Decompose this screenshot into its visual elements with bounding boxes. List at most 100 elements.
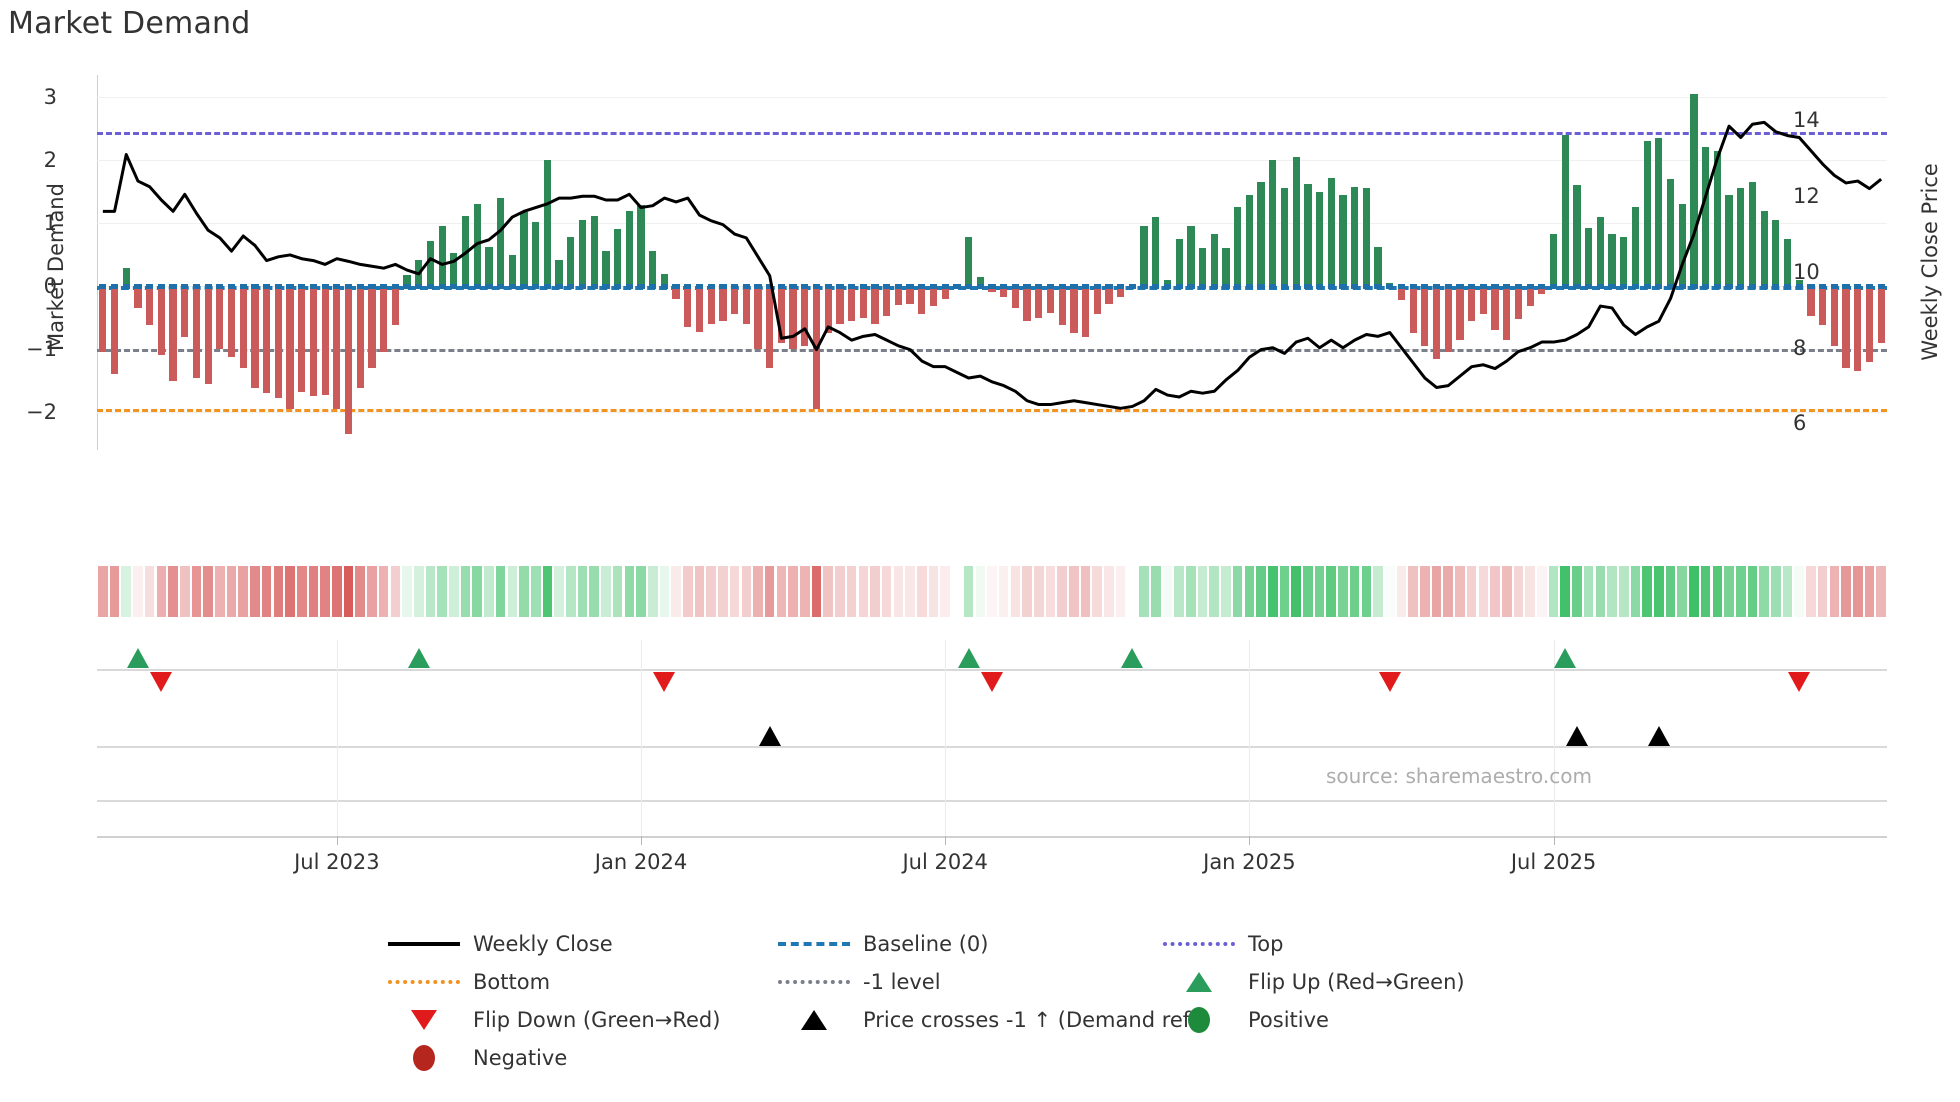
heat-cell — [1771, 566, 1781, 617]
demand-bar — [1748, 182, 1757, 287]
heat-cell — [402, 566, 412, 617]
legend-item-weekly-close[interactable]: Weekly Close — [385, 925, 613, 963]
demand-bar — [321, 286, 329, 395]
demand-bar — [847, 286, 856, 321]
demand-bar — [1432, 286, 1441, 359]
baseline-cap — [1374, 284, 1382, 290]
legend-item-negative[interactable]: Negative — [385, 1039, 567, 1077]
demand-bar — [1152, 216, 1160, 287]
baseline-cap — [988, 284, 996, 290]
flip-down-marker — [150, 672, 173, 692]
heat-cell — [1303, 566, 1313, 617]
baseline-cap — [1421, 284, 1429, 290]
legend-item-baseline[interactable]: Baseline (0) — [775, 925, 988, 963]
legend-item-minus-one-level[interactable]: -1 level — [775, 963, 941, 1001]
baseline-cap — [321, 284, 329, 290]
heat-cell — [179, 566, 190, 617]
source-note: source: sharemaestro.com — [1326, 764, 1592, 788]
demand-bar — [1374, 247, 1382, 287]
legend-label: Flip Up (Red→Green) — [1248, 970, 1465, 994]
baseline-cap — [1315, 284, 1324, 290]
demand-bar — [1315, 191, 1324, 287]
baseline-cap — [438, 284, 446, 290]
panel-vgrid — [1249, 700, 1251, 760]
heat-cell — [1139, 566, 1149, 617]
x-tick-label: Jan 2025 — [1203, 850, 1296, 874]
legend-label: Baseline (0) — [863, 932, 989, 956]
demand-bar — [777, 286, 786, 343]
baseline-cap — [789, 284, 797, 290]
demand-bar — [1772, 219, 1780, 287]
heat-cell — [98, 566, 108, 617]
heat-cell — [1162, 566, 1173, 617]
baseline-cap — [1643, 284, 1651, 290]
heat-cell — [1127, 566, 1138, 617]
heat-cell — [460, 566, 471, 617]
heat-cell — [928, 566, 939, 617]
heat-cell — [998, 566, 1009, 617]
demand-bar — [333, 286, 341, 410]
baseline-cap — [520, 284, 528, 290]
heat-cell — [1665, 566, 1676, 617]
heat-cell — [238, 566, 249, 617]
panel-vgrid — [641, 760, 643, 840]
baseline-cap — [1538, 284, 1546, 290]
baseline-cap — [801, 284, 809, 290]
demand-bar — [871, 286, 879, 324]
baseline-cap — [1491, 284, 1499, 290]
heat-cell — [554, 566, 564, 617]
heat-cell — [390, 566, 401, 617]
baseline-cap — [964, 284, 973, 290]
baseline-cap — [613, 284, 622, 290]
baseline-cap — [309, 284, 318, 290]
legend-item-flip-up[interactable]: Flip Up (Red→Green) — [1160, 963, 1465, 1001]
demand-bar — [1175, 238, 1183, 287]
legend-label: Price crosses -1 ↑ (Demand ref) — [863, 1008, 1199, 1032]
legend-item-flip-down[interactable]: Flip Down (Green→Red) — [385, 1001, 720, 1039]
baseline-cap — [1304, 284, 1312, 290]
demand-bar — [672, 286, 680, 299]
heat-cell — [905, 566, 915, 617]
baseline-cap — [1070, 284, 1078, 290]
legend-item-bottom[interactable]: Bottom — [385, 963, 550, 1001]
demand-bar — [1093, 286, 1101, 315]
baseline-cap — [777, 284, 786, 290]
baseline-cap — [707, 284, 715, 290]
panel-vgrid — [1249, 640, 1251, 700]
baseline-cap — [1865, 284, 1874, 290]
price-cross-marker — [1647, 726, 1670, 746]
heat-cell — [881, 566, 892, 617]
demand-bar — [1585, 228, 1593, 287]
baseline-cap — [953, 284, 961, 290]
legend-item-price-cross[interactable]: Price crosses -1 ↑ (Demand ref) — [775, 1001, 1198, 1039]
triangle-black-icon — [801, 1010, 827, 1030]
baseline-cap — [742, 284, 750, 290]
baseline-cap — [1093, 284, 1101, 290]
demand-bar — [1655, 138, 1663, 287]
baseline-cap — [824, 284, 832, 290]
heat-cell — [718, 566, 728, 617]
main-plot — [97, 75, 1887, 450]
heat-cell — [308, 566, 319, 617]
demand-bar — [110, 286, 119, 375]
demand-bar — [1327, 177, 1335, 287]
baseline-cap — [906, 284, 914, 290]
y-axis-right-label: Weekly Close Price — [1918, 163, 1942, 361]
demand-bar — [1514, 286, 1523, 319]
baseline-cap — [1386, 284, 1394, 290]
heat-cell — [507, 566, 518, 617]
heat-cell — [261, 566, 272, 617]
demand-bar — [204, 286, 212, 384]
heat-cell — [1537, 566, 1547, 617]
page-title: Market Demand — [8, 6, 251, 41]
dotted-line-icon — [388, 980, 460, 984]
heat-cell — [1232, 566, 1243, 617]
legend-item-positive[interactable]: Positive — [1160, 1001, 1329, 1039]
x-tick — [641, 836, 643, 845]
demand-bar — [929, 286, 938, 307]
baseline-cap — [1140, 284, 1148, 290]
baseline-cap — [730, 284, 739, 290]
heat-cell — [250, 566, 260, 617]
demand-bar — [508, 254, 516, 287]
legend-item-top[interactable]: Top — [1160, 925, 1283, 963]
